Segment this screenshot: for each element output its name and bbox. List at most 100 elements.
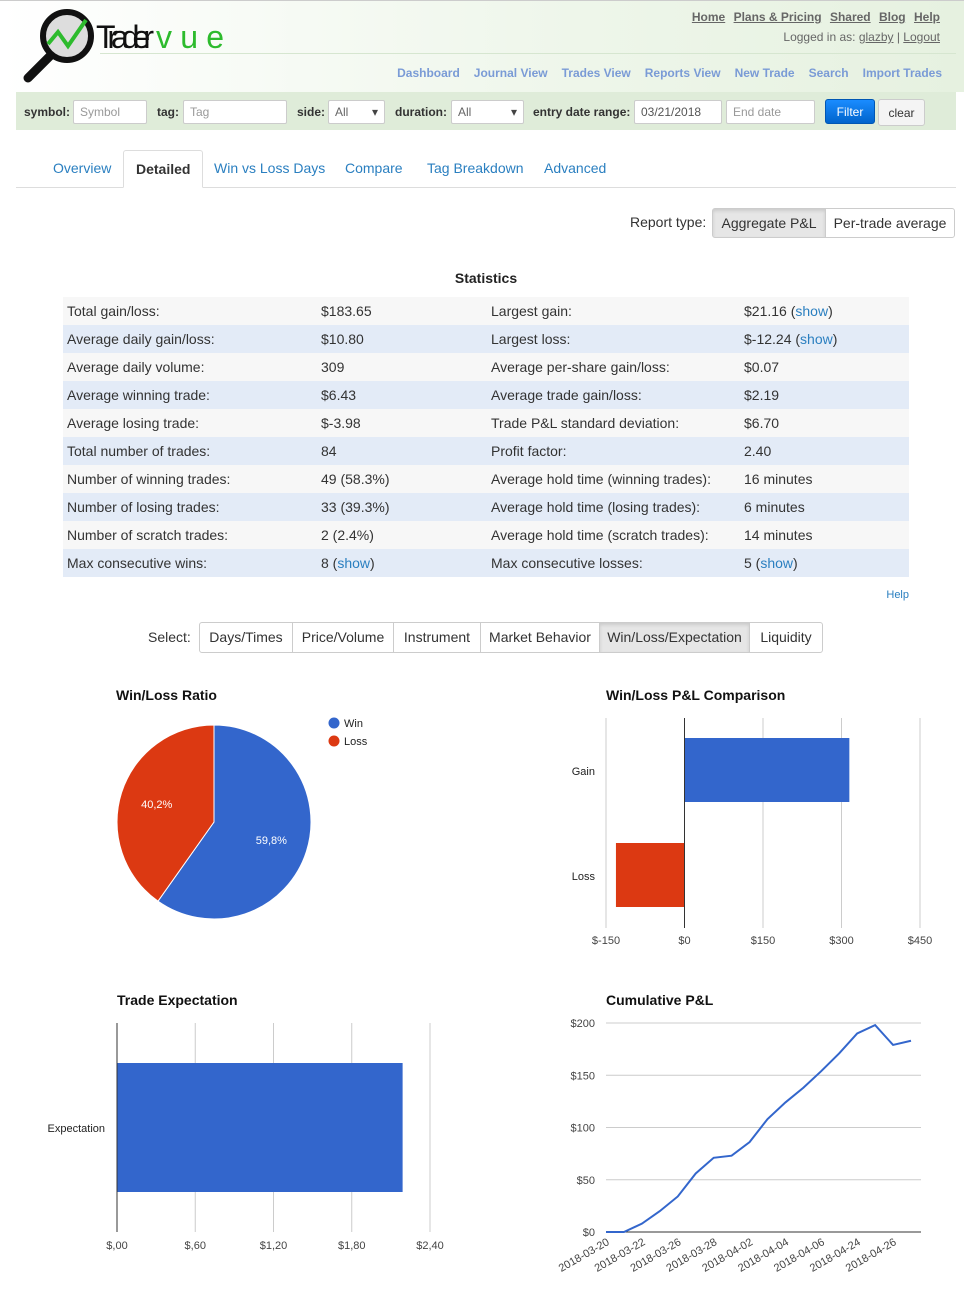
y-tick-label: $100 [571,1123,595,1135]
aggregate-pl-button[interactable]: Aggregate P&L [712,208,826,238]
stat-label-text: Largest loss: [491,331,571,347]
x-tick-label: $450 [908,935,932,947]
magnifier-logo-icon: Trader vue [23,9,224,83]
stat-value-text: 8 [321,555,329,571]
clear-button[interactable]: clear [878,99,925,126]
tab-win-vs-loss-days[interactable]: Win vs Loss Days [214,160,326,176]
logo[interactable]: Trader vue [20,6,230,89]
tab-overview[interactable]: Overview [53,160,112,176]
select-win-loss-expectation[interactable]: Win/Loss/Expectation [599,622,750,653]
stat-label: Max consecutive losses: [491,549,643,577]
stat-label: Total gain/loss: [67,297,160,325]
home-link[interactable]: Home [691,10,726,24]
tab-detailed[interactable]: Detailed [123,150,204,188]
stat-value: $0.07 [744,353,779,381]
tag-input[interactable]: Tag [183,100,287,124]
stat-value: $183.65 [321,297,372,325]
stat-value-text: $183.65 [321,303,372,319]
stat-label: Number of losing trades: [67,493,220,521]
x-tick-label: $0 [678,935,690,947]
stat-label: Average trade gain/loss: [491,381,642,409]
x-tick-label: $2,40 [416,1240,444,1252]
y-tick-label: $200 [571,1018,595,1030]
select-instrument[interactable]: Instrument [393,622,481,653]
stat-value-text: 5 [744,555,752,571]
show-link[interactable]: show [800,331,833,347]
help-link[interactable]: Help [886,589,909,601]
nav-dashboard[interactable]: Dashboard [397,66,460,80]
tab-compare[interactable]: Compare [345,160,403,176]
pie-data-label: 59,8% [256,835,287,847]
header [0,0,964,92]
stat-value: 84 [321,437,337,465]
stat-label-text: Average per-share gain/loss: [491,359,670,375]
x-tick-label: $,60 [185,1240,206,1252]
stat-label: Total number of trades: [67,437,210,465]
stat-value: 309 [321,353,344,381]
pricing-link[interactable]: Plans & Pricing [733,10,822,24]
stat-value-text: 14 minutes [744,527,813,543]
side-select[interactable]: All [328,100,385,124]
x-tick-label: $300 [829,935,853,947]
stat-value-text: 33 (39.3%) [321,499,390,515]
username-link[interactable]: glazby [858,30,894,44]
x-tick-label: $,00 [106,1240,127,1252]
tab-tag-breakdown[interactable]: Tag Breakdown [427,160,524,176]
shared-link[interactable]: Shared [829,10,871,24]
tab-advanced[interactable]: Advanced [544,160,607,176]
nav-new-trade[interactable]: New Trade [734,66,795,80]
logout-link[interactable]: Logout [903,30,940,44]
stat-label-text: Max consecutive losses: [491,555,643,571]
stat-label-text: Average hold time (winning trades): [491,471,711,487]
stat-label: Trade P&L standard deviation: [491,409,679,437]
select-days-times[interactable]: Days/Times [199,622,293,653]
stat-label-text: Profit factor: [491,443,567,459]
legend-label: Win [344,718,363,730]
legend-marker [328,717,340,729]
stat-label-text: Average hold time (losing trades): [491,499,701,515]
stat-label-text: Average daily gain/loss: [67,331,215,347]
symbol-input[interactable]: Symbol [73,100,147,124]
stat-value: 49 (58.3%) [321,465,389,493]
stat-value-text: $0.07 [744,359,780,375]
stat-value: 2 (2.4%) [321,521,374,549]
stat-label-text: Largest gain: [491,303,572,319]
stat-label: Average daily gain/loss: [67,325,215,353]
stat-value: 33 (39.3%) [321,493,389,521]
stat-label-text: Trade P&L standard deviation: [491,415,680,431]
legend-marker [328,735,340,747]
blog-link[interactable]: Blog [878,10,906,24]
svg-text:vue: vue [156,19,224,55]
stat-row: Max consecutive wins: 8 (show) Max consecu… [63,549,909,577]
select-market-behavior[interactable]: Market Behavior [480,622,600,653]
main-nav: Dashboard Journal View Trades View Reports … [383,66,942,80]
stat-value: $6.70 [744,409,779,437]
help-link[interactable]: Help [913,10,940,24]
chart-title: Win/Loss P&L Comparison [606,687,786,703]
start-date-input[interactable]: 03/21/2018 [634,100,722,124]
per-trade-average-button[interactable]: Per-trade average [825,208,955,238]
show-link[interactable]: show [337,555,371,571]
select-price-volume[interactable]: Price/Volume [292,622,394,653]
show-link[interactable]: show [760,555,794,571]
nav-import[interactable]: Import Trades [862,66,942,80]
report-type-label: Report type: [630,214,707,230]
stat-label: Profit factor: [491,437,566,465]
stat-label: Number of winning trades: [67,465,230,493]
select-liquidity[interactable]: Liquidity [749,622,823,653]
show-link[interactable]: show [795,303,829,319]
nav-journal[interactable]: Journal View [473,66,548,80]
nav-reports[interactable]: Reports View [644,66,721,80]
nav-trades[interactable]: Trades View [561,66,631,80]
duration-select[interactable]: All [451,100,524,124]
nav-search[interactable]: Search [808,66,849,80]
stat-value-text: 309 [321,359,345,375]
end-date-input[interactable]: End date [726,100,815,124]
y-category-label: Gain [572,766,595,778]
stat-value: $-3.98 [321,409,361,437]
stat-value: $2.19 [744,381,779,409]
filter-button[interactable]: Filter [825,99,875,124]
side-label: side: [297,105,326,119]
stat-label: Average hold time (scratch trades): [491,521,709,549]
y-tick-label: $50 [577,1175,595,1187]
